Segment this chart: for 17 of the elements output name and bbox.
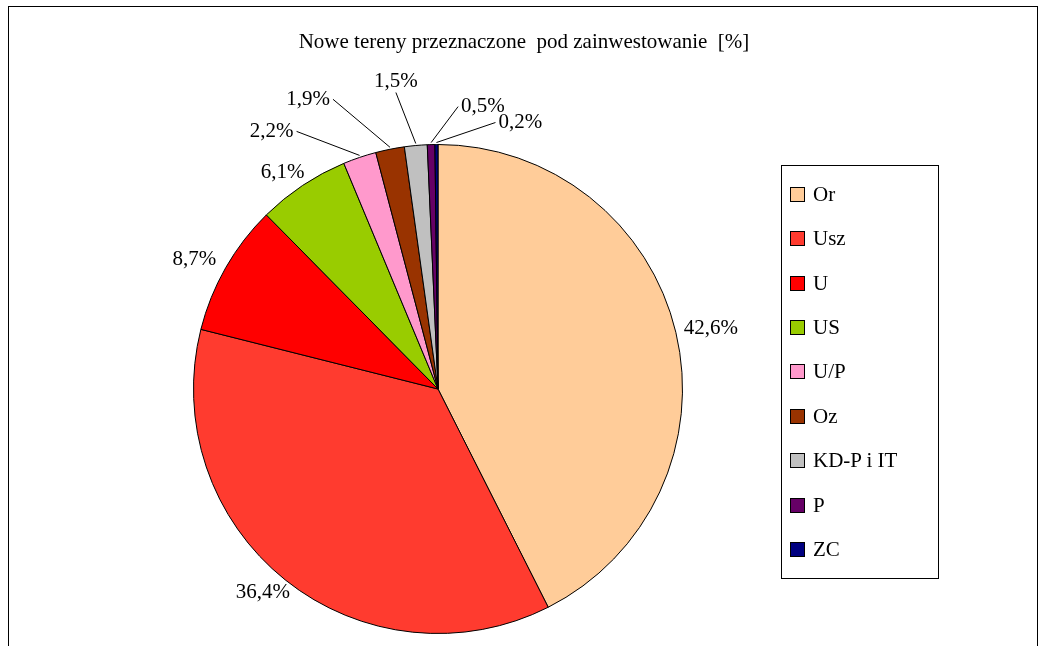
- data-label: 6,1%: [260, 158, 305, 183]
- legend-label: U/P: [813, 359, 846, 385]
- data-label: 1,9%: [286, 85, 330, 110]
- legend-label: Oz: [813, 403, 838, 429]
- legend-label: KD-P i IT: [813, 448, 898, 474]
- legend-label: US: [813, 315, 840, 341]
- chart-title: Nowe tereny przeznaczone pod zainwestowanie [%]: [297, 29, 751, 54]
- legend-label: ZC: [813, 537, 840, 563]
- data-label: 2,2%: [249, 117, 294, 142]
- legend-label: Or: [813, 181, 836, 207]
- data-label: 42,6%: [683, 315, 738, 340]
- legend-label: Usz: [813, 226, 846, 252]
- data-label: 8,7%: [172, 246, 217, 271]
- data-label: 36,4%: [235, 578, 290, 603]
- legend-label: P: [813, 492, 825, 518]
- data-label: 1,5%: [374, 68, 418, 93]
- legend-label: U: [813, 270, 829, 296]
